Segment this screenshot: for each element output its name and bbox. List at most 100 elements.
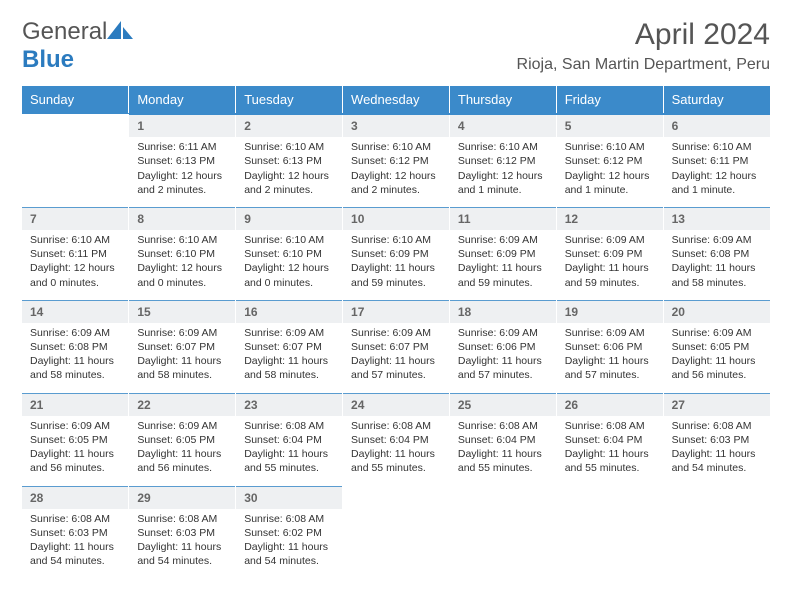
daylight-text-1: Daylight: 11 hours xyxy=(351,447,441,461)
sunset-text: Sunset: 6:13 PM xyxy=(244,154,334,168)
sunrise-text: Sunrise: 6:09 AM xyxy=(672,233,762,247)
day-number-cell xyxy=(556,486,663,509)
day-info-cell xyxy=(343,509,450,579)
brand-part2: Blue xyxy=(22,46,74,73)
day-info-cell: Sunrise: 6:10 AMSunset: 6:11 PMDaylight:… xyxy=(22,230,129,300)
day-info-cell: Sunrise: 6:09 AMSunset: 6:07 PMDaylight:… xyxy=(129,323,236,393)
sunrise-text: Sunrise: 6:11 AM xyxy=(137,140,227,154)
daylight-text-1: Daylight: 11 hours xyxy=(672,447,762,461)
sunrise-text: Sunrise: 6:09 AM xyxy=(137,326,227,340)
day-number-cell: 14 xyxy=(22,300,129,323)
day-number-cell: 11 xyxy=(449,207,556,230)
sunrise-text: Sunrise: 6:08 AM xyxy=(672,419,762,433)
day-info-cell: Sunrise: 6:10 AMSunset: 6:12 PMDaylight:… xyxy=(449,137,556,207)
day-header-row: Sunday Monday Tuesday Wednesday Thursday… xyxy=(22,86,770,114)
sunrise-text: Sunrise: 6:10 AM xyxy=(351,140,441,154)
sunrise-text: Sunrise: 6:08 AM xyxy=(351,419,441,433)
day-info-cell: Sunrise: 6:10 AMSunset: 6:12 PMDaylight:… xyxy=(556,137,663,207)
day-info-cell: Sunrise: 6:09 AMSunset: 6:05 PMDaylight:… xyxy=(663,323,770,393)
day-number-cell: 4 xyxy=(449,114,556,137)
daylight-text-2: and 55 minutes. xyxy=(244,461,334,475)
sunset-text: Sunset: 6:03 PM xyxy=(137,526,227,540)
daylight-text-2: and 59 minutes. xyxy=(458,276,548,290)
daylight-text-1: Daylight: 11 hours xyxy=(137,354,227,368)
daylight-text-1: Daylight: 11 hours xyxy=(244,540,334,554)
day-info-cell: Sunrise: 6:09 AMSunset: 6:08 PMDaylight:… xyxy=(22,323,129,393)
daylight-text-2: and 2 minutes. xyxy=(137,183,227,197)
daylight-text-2: and 2 minutes. xyxy=(244,183,334,197)
day-number-cell xyxy=(449,486,556,509)
sunrise-text: Sunrise: 6:10 AM xyxy=(351,233,441,247)
sunrise-text: Sunrise: 6:09 AM xyxy=(30,419,120,433)
sunrise-text: Sunrise: 6:09 AM xyxy=(458,326,548,340)
sunrise-text: Sunrise: 6:10 AM xyxy=(565,140,655,154)
sunrise-text: Sunrise: 6:09 AM xyxy=(565,233,655,247)
daylight-text-1: Daylight: 11 hours xyxy=(30,447,120,461)
day-info-cell: Sunrise: 6:10 AMSunset: 6:09 PMDaylight:… xyxy=(343,230,450,300)
sunset-text: Sunset: 6:10 PM xyxy=(137,247,227,261)
day-info-cell: Sunrise: 6:08 AMSunset: 6:03 PMDaylight:… xyxy=(22,509,129,579)
day-number-cell: 6 xyxy=(663,114,770,137)
day-number-row: 123456 xyxy=(22,114,770,137)
brand-logo: General Blue xyxy=(22,18,133,74)
sunrise-text: Sunrise: 6:09 AM xyxy=(565,326,655,340)
day-info-cell: Sunrise: 6:09 AMSunset: 6:08 PMDaylight:… xyxy=(663,230,770,300)
day-info-cell: Sunrise: 6:09 AMSunset: 6:06 PMDaylight:… xyxy=(556,323,663,393)
day-number-row: 14151617181920 xyxy=(22,300,770,323)
sunset-text: Sunset: 6:12 PM xyxy=(565,154,655,168)
sunset-text: Sunset: 6:03 PM xyxy=(672,433,762,447)
sunrise-text: Sunrise: 6:08 AM xyxy=(137,512,227,526)
brand-part1: General xyxy=(22,18,107,45)
daylight-text-2: and 59 minutes. xyxy=(351,276,441,290)
daylight-text-1: Daylight: 11 hours xyxy=(672,354,762,368)
daylight-text-1: Daylight: 12 hours xyxy=(30,261,120,275)
sunset-text: Sunset: 6:08 PM xyxy=(30,340,120,354)
day-info-cell: Sunrise: 6:08 AMSunset: 6:03 PMDaylight:… xyxy=(663,416,770,486)
day-number-cell: 26 xyxy=(556,393,663,416)
sunrise-text: Sunrise: 6:09 AM xyxy=(244,326,334,340)
day-header: Wednesday xyxy=(343,86,450,114)
day-number-cell: 7 xyxy=(22,207,129,230)
sunrise-text: Sunrise: 6:10 AM xyxy=(672,140,762,154)
daylight-text-1: Daylight: 12 hours xyxy=(244,169,334,183)
daylight-text-1: Daylight: 11 hours xyxy=(351,261,441,275)
daylight-text-2: and 58 minutes. xyxy=(244,368,334,382)
daylight-text-2: and 56 minutes. xyxy=(137,461,227,475)
daylight-text-2: and 56 minutes. xyxy=(672,368,762,382)
day-number-cell: 15 xyxy=(129,300,236,323)
sunrise-text: Sunrise: 6:09 AM xyxy=(672,326,762,340)
daylight-text-2: and 0 minutes. xyxy=(244,276,334,290)
sunset-text: Sunset: 6:07 PM xyxy=(137,340,227,354)
day-number-cell: 25 xyxy=(449,393,556,416)
daylight-text-2: and 54 minutes. xyxy=(672,461,762,475)
sunset-text: Sunset: 6:13 PM xyxy=(137,154,227,168)
day-info-cell: Sunrise: 6:09 AMSunset: 6:07 PMDaylight:… xyxy=(236,323,343,393)
day-header: Friday xyxy=(556,86,663,114)
day-number-cell: 28 xyxy=(22,486,129,509)
daylight-text-1: Daylight: 12 hours xyxy=(244,261,334,275)
daylight-text-2: and 54 minutes. xyxy=(244,554,334,568)
day-number-cell: 27 xyxy=(663,393,770,416)
day-info-row: Sunrise: 6:10 AMSunset: 6:11 PMDaylight:… xyxy=(22,230,770,300)
month-title: April 2024 xyxy=(517,18,770,52)
sunset-text: Sunset: 6:04 PM xyxy=(458,433,548,447)
sunrise-text: Sunrise: 6:10 AM xyxy=(137,233,227,247)
daylight-text-2: and 54 minutes. xyxy=(137,554,227,568)
daylight-text-1: Daylight: 12 hours xyxy=(458,169,548,183)
daylight-text-1: Daylight: 11 hours xyxy=(565,261,655,275)
sunset-text: Sunset: 6:07 PM xyxy=(351,340,441,354)
day-info-cell: Sunrise: 6:08 AMSunset: 6:04 PMDaylight:… xyxy=(236,416,343,486)
day-number-cell: 12 xyxy=(556,207,663,230)
day-number-cell: 1 xyxy=(129,114,236,137)
day-info-cell: Sunrise: 6:09 AMSunset: 6:09 PMDaylight:… xyxy=(556,230,663,300)
day-number-cell xyxy=(22,114,129,137)
day-info-cell: Sunrise: 6:08 AMSunset: 6:04 PMDaylight:… xyxy=(449,416,556,486)
sunset-text: Sunset: 6:06 PM xyxy=(458,340,548,354)
daylight-text-2: and 57 minutes. xyxy=(351,368,441,382)
calendar-table: Sunday Monday Tuesday Wednesday Thursday… xyxy=(22,86,770,578)
sunset-text: Sunset: 6:05 PM xyxy=(30,433,120,447)
day-info-cell: Sunrise: 6:08 AMSunset: 6:04 PMDaylight:… xyxy=(556,416,663,486)
day-info-cell: Sunrise: 6:08 AMSunset: 6:02 PMDaylight:… xyxy=(236,509,343,579)
day-info-cell: Sunrise: 6:10 AMSunset: 6:10 PMDaylight:… xyxy=(236,230,343,300)
day-number-cell: 29 xyxy=(129,486,236,509)
